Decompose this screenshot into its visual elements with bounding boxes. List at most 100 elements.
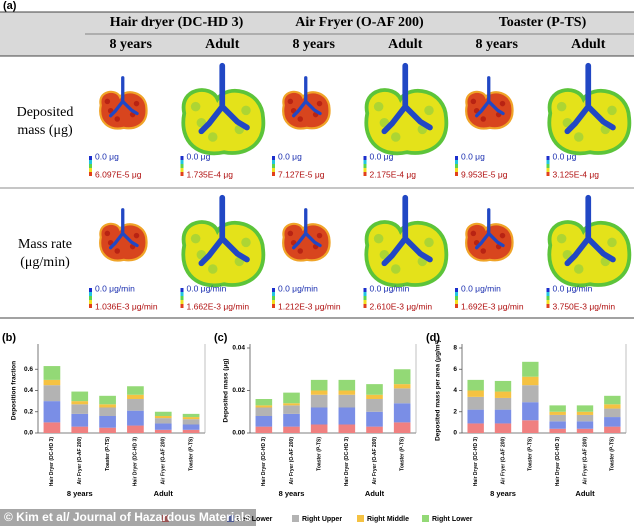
lung-spot xyxy=(424,237,434,248)
bar-segment xyxy=(43,385,61,402)
scale-max: 6.097E-5 μg xyxy=(95,169,142,179)
colorbar xyxy=(180,168,184,172)
bar-segment xyxy=(522,420,539,433)
x-tick-label: Hair Dryer (DC-HD 3) xyxy=(473,437,479,487)
lung-shape xyxy=(99,90,148,130)
lung-spot xyxy=(133,100,140,107)
colorbar xyxy=(363,304,367,308)
colorbar xyxy=(89,168,92,172)
colorbar xyxy=(89,300,92,304)
lung-spot xyxy=(480,248,486,254)
bar-segment xyxy=(154,423,172,430)
lung-spot xyxy=(190,233,201,244)
colorbar xyxy=(546,160,550,164)
bar-segment xyxy=(393,403,411,423)
scale-min: 0.0 μg/min xyxy=(461,283,501,293)
x-tick-label: Toaster (P-TS) xyxy=(316,437,322,471)
bar-segment xyxy=(467,423,484,433)
bar-segment xyxy=(43,366,61,380)
lung-spot xyxy=(287,98,294,105)
bar-segment xyxy=(310,390,328,395)
scale-min: 0.0 μg xyxy=(278,151,302,161)
scale-max: 1.692E-3 μg/min xyxy=(461,301,524,311)
bar-segment xyxy=(43,401,61,423)
x-tick-label: Hair Dryer (DC-HD 3) xyxy=(49,437,55,487)
bar-segment xyxy=(283,405,300,414)
bar-segment xyxy=(522,376,539,386)
row-label: Deposited mass (μg) xyxy=(16,105,74,138)
bar-segment xyxy=(182,424,200,430)
colorbar xyxy=(180,300,184,304)
panel-label: (c) xyxy=(214,332,228,344)
scale-min: 0.0 μg/min xyxy=(370,283,410,293)
legend-swatch xyxy=(357,515,364,522)
bar-segment xyxy=(393,369,411,385)
bar-segment xyxy=(338,379,356,391)
lung-model xyxy=(181,194,266,288)
bar-segment xyxy=(338,394,356,408)
legend-label: Right Middle xyxy=(367,516,409,523)
lung-spot xyxy=(391,132,401,142)
colorbar xyxy=(546,164,550,168)
bar-segment xyxy=(154,418,172,424)
legend-label: Left Lower xyxy=(237,516,273,523)
bar-segment xyxy=(154,429,172,433)
lung-spot xyxy=(574,132,584,142)
lung-model xyxy=(547,62,632,156)
lung-shape xyxy=(99,222,148,262)
watermark: © Kim et al/ Journal of Hazardous Materi… xyxy=(4,510,251,524)
airway xyxy=(564,194,616,267)
y-tick-label: 0.00 xyxy=(232,430,245,437)
bar-segment xyxy=(604,426,621,433)
scale-min: 0.0 μg xyxy=(370,151,394,161)
lung-spot xyxy=(208,132,218,142)
colorbar xyxy=(546,300,550,304)
colorbar xyxy=(363,288,367,292)
age-header: Adult xyxy=(571,37,606,52)
lung-spot xyxy=(480,116,486,122)
bar-segment xyxy=(522,385,539,403)
bar-segment xyxy=(576,421,594,429)
lung-spot xyxy=(297,248,303,254)
bar-segment xyxy=(283,392,300,404)
y-axis-label: Deposited mass (μg) xyxy=(223,359,230,423)
row-label: Mass rate (μg/min) xyxy=(17,237,73,270)
bar-segment xyxy=(182,429,200,433)
lung-model xyxy=(282,76,331,130)
bar-segment xyxy=(71,404,89,414)
bar-segment xyxy=(99,404,116,408)
lung-spot xyxy=(114,248,120,254)
bar-segment xyxy=(182,413,200,418)
lung-spot xyxy=(287,230,294,237)
colorbar xyxy=(180,160,184,164)
bar-segment xyxy=(494,409,512,424)
colorbar xyxy=(180,172,184,176)
y-tick-label: 0.4 xyxy=(24,387,33,394)
panel-label: (b) xyxy=(2,332,16,344)
scale-max: 7.127E-5 μg xyxy=(278,169,325,179)
lung-spot xyxy=(316,232,323,239)
bar-segment xyxy=(338,407,356,425)
bar-segment xyxy=(604,404,621,409)
lung-shape xyxy=(282,90,331,130)
bar-segment xyxy=(154,416,172,419)
bar-segment xyxy=(43,379,61,386)
colorbar xyxy=(272,304,275,308)
colorbar xyxy=(455,168,458,172)
bar-segment xyxy=(576,428,594,433)
bar-segment xyxy=(154,411,172,416)
scale-max: 3.750E-3 μg/min xyxy=(553,301,616,311)
lung-shape xyxy=(364,88,449,156)
lung-model xyxy=(465,208,514,262)
y-tick-label: 0.04 xyxy=(232,345,245,352)
scale-min: 0.0 μg/min xyxy=(278,283,318,293)
lung-shape xyxy=(465,90,514,130)
colorbar xyxy=(363,168,367,172)
airway xyxy=(474,76,505,118)
scale-max: 9.953E-5 μg xyxy=(461,169,508,179)
bar-segment xyxy=(338,424,356,433)
group-label: 8 years xyxy=(67,489,93,498)
lung-model xyxy=(181,62,266,156)
colorbar xyxy=(546,156,550,160)
